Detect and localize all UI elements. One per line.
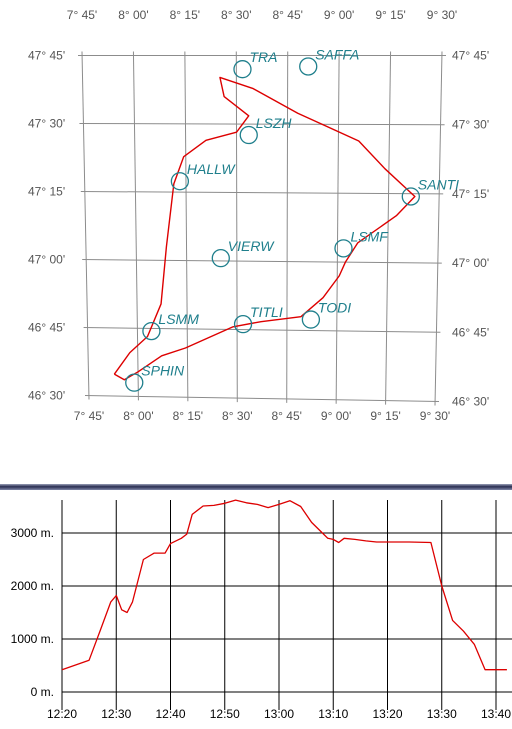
waypoint-label: TITLI (250, 304, 283, 320)
waypoint-label: TRA (249, 49, 277, 65)
waypoint-marker (142, 321, 161, 341)
waypoint-marker (233, 60, 252, 79)
waypoint-marker (239, 125, 258, 145)
meridian-line (286, 51, 289, 403)
altitude-tick-label: 0 m. (31, 685, 54, 699)
time-tick-label: 12:50 (210, 707, 240, 721)
meridian-line (434, 51, 443, 406)
time-tick-label: 13:40 (481, 707, 511, 721)
lat-label-left: 46° 45' (28, 321, 65, 335)
parallel-line (82, 259, 442, 264)
waypoint-marker (170, 172, 190, 191)
lat-label-left: 47° 15' (28, 185, 65, 199)
waypoint-marker (301, 310, 321, 329)
parallel-line (80, 191, 444, 195)
map-panel[interactable]: 7° 45' 7° 45' 8° 00' 8° 00' 8° 15' 8° 15' 8° 3… (0, 0, 512, 440)
lat-label-right: 47° 45' (452, 49, 489, 63)
lat-label-left: 46° 30' (28, 389, 65, 403)
altitude-panel[interactable]: 3000 m. 2000 m. 1000 m. 0 m. 12:20 12:30 12:40… (0, 490, 512, 724)
waypoint-label: LSMM (158, 311, 199, 327)
lon-label-bottom: 8° 00' (123, 409, 153, 423)
altitude-tick-label: 1000 m. (11, 632, 54, 646)
time-tick-label: 12:40 (155, 707, 185, 721)
waypoint-marker (233, 315, 253, 334)
waypoint-label: TODI (318, 300, 351, 316)
waypoint-label: SPHIN (141, 363, 185, 379)
graticule-labels: 7° 45' 7° 45' 8° 00' 8° 00' 8° 15' 8° 15' 8° 3… (28, 8, 489, 423)
lat-label-right: 46° 30' (452, 395, 489, 409)
time-tick-label: 13:30 (427, 707, 457, 721)
time-tick-label: 13:20 (372, 707, 402, 721)
waypoints: TRA SAFFA LSZH HALLW SANTI LSMF VIERW TODI TITLI… (125, 47, 459, 392)
lat-label-right: 47° 15' (452, 187, 489, 201)
altitude-tick-label: 3000 m. (11, 526, 54, 540)
time-tick-label: 13:00 (264, 707, 294, 721)
lat-label-left: 47° 45' (28, 49, 65, 63)
waypoint-marker (211, 248, 230, 268)
lon-label-bottom: 8° 45' (271, 409, 301, 423)
meridian-line (81, 51, 90, 400)
waypoint-label: HALLW (187, 161, 237, 177)
waypoint-label: LSMF (350, 228, 389, 244)
lon-label-bottom: 7° 45' (74, 409, 104, 423)
lon-label-bottom: 9° 15' (370, 409, 400, 423)
panel-divider (0, 484, 512, 490)
altitude-axis-labels: 3000 m. 2000 m. 1000 m. 0 m. 12:20 12:30 12:40… (11, 526, 512, 721)
time-tick-label: 13:10 (318, 707, 348, 721)
waypoint-label: VIERW (228, 238, 275, 254)
lon-label-top: 8° 30' (221, 8, 251, 22)
meridian-line (235, 51, 238, 403)
parallel-line (84, 395, 440, 402)
meridian-line (184, 51, 189, 402)
route-map[interactable]: 7° 45' 7° 45' 8° 00' 8° 00' 8° 15' 8° 15' 8° 3… (0, 0, 512, 440)
waypoint-marker (125, 373, 144, 392)
lon-label-top: 8° 45' (272, 8, 302, 22)
lon-label-bottom: 9° 30' (420, 409, 450, 423)
waypoint-label: SAFFA (315, 47, 359, 63)
flight-track (113, 76, 416, 381)
waypoint-label: SANTI (418, 176, 459, 192)
lon-label-bottom: 8° 30' (222, 409, 252, 423)
meridian-line (132, 51, 139, 401)
waypoint-label: LSZH (256, 115, 293, 131)
lat-label-left: 47° 00' (28, 253, 65, 267)
meridian-line (335, 51, 340, 404)
altitude-line (61, 499, 507, 671)
parallel-line (79, 123, 445, 126)
lon-label-top: 9° 00' (324, 8, 354, 22)
lon-label-bottom: 8° 15' (173, 409, 203, 423)
altitude-tick-label: 2000 m. (11, 579, 54, 593)
altitude-profile-chart[interactable]: 3000 m. 2000 m. 1000 m. 0 m. 12:20 12:30 12:40… (0, 490, 512, 724)
time-tick-label: 12:30 (101, 707, 131, 721)
lat-label-right: 47° 30' (452, 118, 489, 132)
lon-label-top: 9° 15' (375, 8, 405, 22)
meridian-line (385, 51, 392, 405)
waypoint-marker (299, 57, 318, 76)
altitude-grid (61, 500, 512, 710)
waypoint-marker (401, 187, 420, 206)
lat-label-right: 47° 00' (452, 256, 489, 270)
time-tick-label: 12:20 (47, 707, 77, 721)
lon-label-top: 9° 30' (427, 8, 457, 22)
lon-label-bottom: 9° 00' (321, 409, 351, 423)
lon-label-top: 8° 00' (118, 8, 148, 22)
lon-label-top: 7° 45' (67, 8, 97, 22)
graticule (78, 51, 446, 406)
lat-label-left: 47° 30' (28, 117, 65, 131)
lon-label-top: 8° 15' (170, 8, 200, 22)
waypoint-marker (334, 239, 353, 258)
lat-label-right: 46° 45' (452, 325, 489, 339)
